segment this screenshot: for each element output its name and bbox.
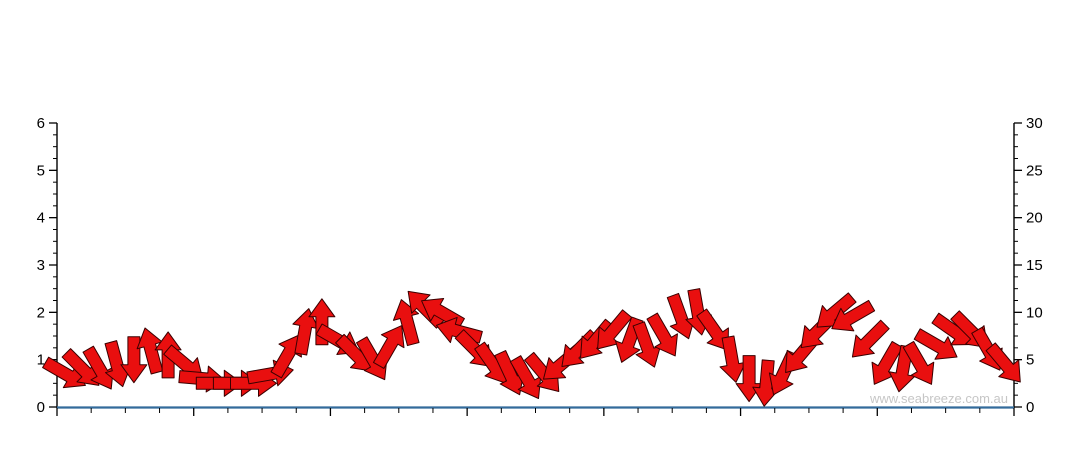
wind-arrow [719,335,747,383]
wind-arrow [985,342,1021,383]
svg-text:15: 15 [1026,257,1043,274]
wind-arrow [913,328,958,360]
svg-text:20: 20 [1026,210,1043,227]
wind-arrows [42,288,1021,407]
svg-text:5: 5 [37,162,45,179]
axis-tick-labels: 0 1 2 3 4 5 6 0 5 10 15 20 25 30 [37,115,1043,416]
svg-text:3: 3 [37,257,45,274]
wind-arrow [82,345,114,390]
svg-text:6: 6 [37,115,45,132]
svg-text:4: 4 [37,210,45,227]
wind-arrow [292,308,319,356]
svg-text:2: 2 [37,304,45,321]
wind-arrow [61,348,100,386]
wind-arrow [646,312,678,357]
wind-arrow [597,309,633,350]
svg-text:0: 0 [37,399,45,416]
wind-arrow [120,336,148,384]
wind-arrow [136,327,164,375]
wind-arrow [831,299,876,332]
svg-text:0: 0 [1026,399,1034,416]
wind-arrow [632,321,662,368]
wind-arrow [851,319,890,358]
svg-text:25: 25 [1026,162,1043,179]
wind-arrow [42,356,86,389]
svg-text:10: 10 [1026,304,1043,321]
svg-text:5: 5 [1026,352,1034,369]
wind-arrow [373,325,405,369]
wind-arrow [696,308,729,351]
wind-arrow [509,355,542,400]
svg-text:30: 30 [1026,115,1043,132]
watermark: www.seabreeze.com.au [869,391,1008,406]
wind-arrow [902,340,935,385]
svg-text:1: 1 [37,352,45,369]
